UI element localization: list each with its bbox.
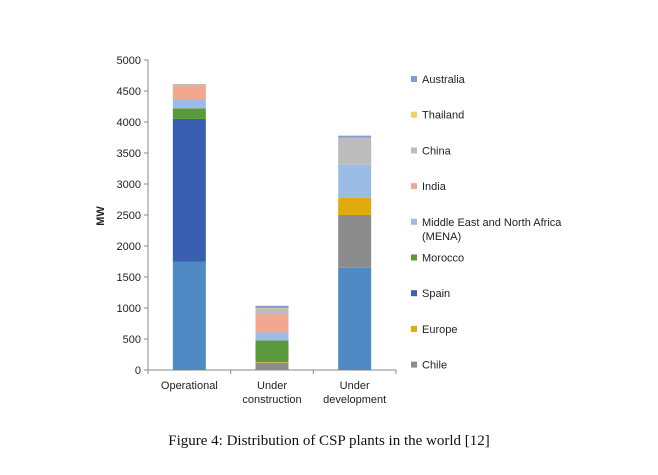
stacked-bar-chart: 0 500 1000 1500 2000 2500 3000 3500 4000 4500 5000… [95, 55, 562, 406]
bar-segment-other [172, 261, 206, 370]
bar-segment-australia [338, 135, 372, 138]
bar-segment-europe [338, 197, 372, 215]
y-tick-label: 3500 [117, 148, 141, 160]
legend-swatch [411, 111, 417, 118]
bar-segment-middle-east-and-north-africa [255, 332, 289, 341]
legend-label: Thailand [422, 110, 464, 122]
legend-label: Morocco [422, 253, 464, 265]
bar-segment-middle-east-and-north-africa [338, 164, 372, 198]
chart-bars [172, 84, 372, 370]
y-tick-label: 4000 [117, 117, 141, 129]
y-tick-label: 500 [123, 334, 141, 346]
bar-segment-other [338, 267, 372, 370]
y-tick-label: 5000 [117, 55, 141, 67]
bar-segment-europe [255, 362, 289, 363]
y-tick-label: 2000 [117, 241, 141, 253]
legend-swatch [411, 290, 417, 297]
bar-segment-china [338, 137, 372, 165]
bar-segment-morocco [172, 108, 206, 119]
bar-segment-middle-east-and-north-africa [172, 99, 206, 109]
bar-segment-india [172, 85, 206, 100]
y-tick-label: 3000 [117, 179, 141, 191]
legend-label: Europe [422, 324, 457, 336]
bar-segment-australia [255, 305, 289, 309]
y-tick-label: 4500 [117, 86, 141, 98]
bar-segment-chile [255, 362, 289, 370]
legend-label: India [422, 181, 447, 193]
legend-label: Middle East and North Africa (MENA) [422, 217, 562, 243]
legend-swatch [411, 361, 417, 368]
figure-caption: Figure 4: Distribution of CSP plants in … [168, 433, 490, 449]
bar-segment-india [255, 314, 289, 333]
legend-swatch [411, 76, 417, 82]
bar-segment-china [172, 84, 206, 86]
chart-legend: Australia Thailand China India Middle East a… [411, 74, 562, 372]
y-tick-label: 1000 [117, 303, 141, 315]
bar-segment-australia [172, 84, 206, 85]
legend-label: China [422, 145, 452, 157]
legend-label: Spain [422, 288, 450, 300]
legend-label: Chile [422, 360, 447, 372]
bar-segment-morocco [255, 340, 289, 363]
legend-swatch [411, 183, 417, 190]
y-tick-label: 0 [135, 365, 141, 377]
legend-label: Australia [422, 74, 466, 86]
x-tick-label: Operational [161, 380, 218, 392]
bar-segment-thailand [255, 308, 289, 309]
bar-segment-thailand [172, 84, 206, 85]
bar-segment-china [255, 308, 289, 315]
x-tick-label: Under construction [242, 380, 301, 406]
y-tick-label: 2500 [117, 210, 141, 222]
chart-axes: 0 500 1000 1500 2000 2500 3000 3500 4000 4500 5000… [95, 55, 397, 406]
y-tick-label: 1500 [117, 272, 141, 284]
legend-swatch [411, 325, 417, 332]
x-tick-label: Under development [323, 380, 386, 406]
legend-swatch [411, 254, 417, 261]
bar-segment-chile [338, 215, 372, 268]
y-axis-label: MW [95, 206, 107, 226]
legend-swatch [411, 147, 417, 154]
bar-segment-spain [172, 118, 206, 262]
legend-swatch [411, 218, 417, 225]
